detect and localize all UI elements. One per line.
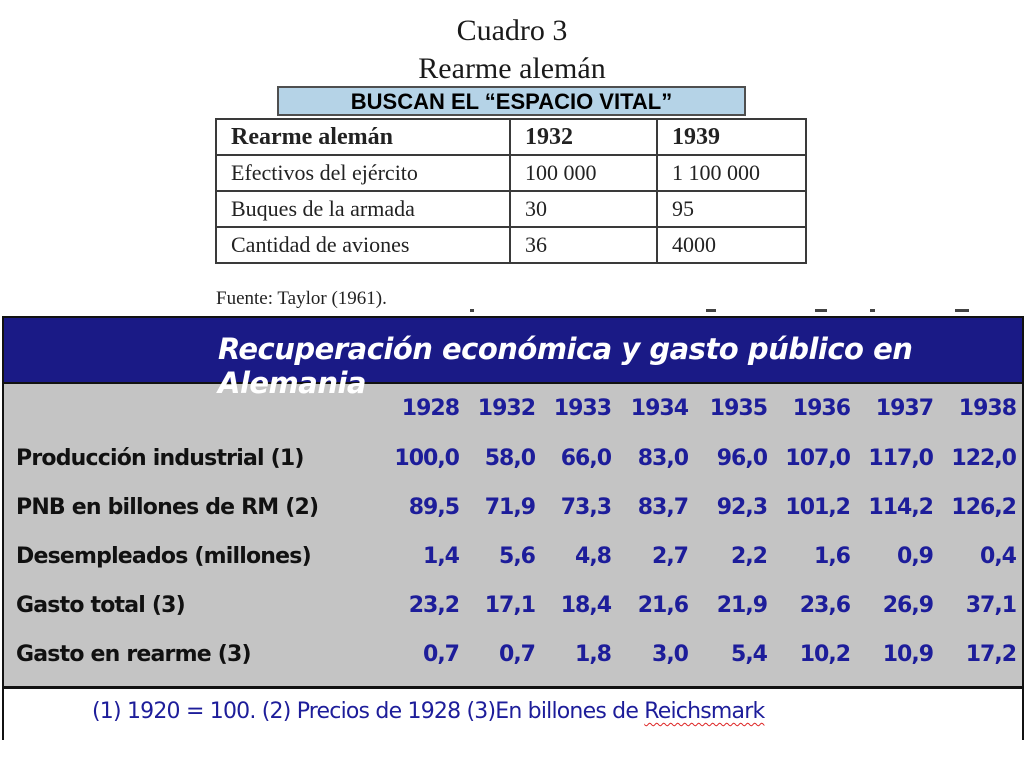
scan-artifact <box>955 309 969 312</box>
table-cell: 92,3 <box>716 495 768 520</box>
year-header: 1937 <box>875 396 934 421</box>
scan-artifact <box>706 309 716 312</box>
table-cell: 66,0 <box>560 446 612 471</box>
espacio-vital-banner: BUSCAN EL “ESPACIO VITAL” <box>277 86 746 116</box>
table-cell: 96,0 <box>716 446 768 471</box>
table-cell: 73,3 <box>560 495 612 520</box>
scan-artifact <box>470 309 474 312</box>
row-label: Producción industrial (1) <box>16 446 304 471</box>
table-cell: 117,0 <box>868 446 934 471</box>
table-cell: 107,0 <box>785 446 851 471</box>
footnote: (1) 1920 = 100. (2) Precios de 1928 (3)E… <box>92 699 765 724</box>
economic-table: Recuperación económica y gasto público e… <box>2 316 1024 741</box>
table-cell: 89,5 <box>408 495 460 520</box>
table-cell: 100,0 <box>394 446 460 471</box>
economic-table-header: Recuperación económica y gasto público e… <box>4 318 1022 400</box>
year-header: 1932 <box>477 396 536 421</box>
table-cell: 1,6 <box>814 544 851 569</box>
rearme-table: Rearme alemán 1932 1939 Efectivos del ej… <box>215 118 807 264</box>
rearme-cell: 100 000 <box>509 154 658 192</box>
table-cell: 101,2 <box>785 495 851 520</box>
table-cell: 1,8 <box>575 642 612 667</box>
table-cell: 21,9 <box>716 593 768 618</box>
year-header: 1935 <box>709 396 768 421</box>
table-cell: 58,0 <box>484 446 536 471</box>
table-cell: 0,9 <box>897 544 934 569</box>
rearme-cell: Cantidad de aviones <box>215 226 511 264</box>
table-cell: 17,1 <box>484 593 536 618</box>
year-header: 1928 <box>401 396 460 421</box>
rearme-cell: Efectivos del ejército <box>215 154 511 192</box>
rearme-cell: Buques de la armada <box>215 190 511 228</box>
table-cell: 10,9 <box>882 642 934 667</box>
row-label: Gasto en rearme (3) <box>16 642 252 667</box>
scan-artifact <box>815 309 827 312</box>
table-cell: 37,1 <box>965 593 1017 618</box>
footnote-bar: (1) 1920 = 100. (2) Precios de 1928 (3)E… <box>4 686 1022 741</box>
table-cell: 21,6 <box>637 593 689 618</box>
rearme-header-cell: 1939 <box>656 118 807 156</box>
table-cell: 23,6 <box>799 593 851 618</box>
footnote-reichsmark: Reichsmark <box>644 699 765 724</box>
footnote-text: (1) 1920 = 100. (2) Precios de 1928 (3)E… <box>92 699 645 724</box>
table-cell: 17,2 <box>965 642 1017 667</box>
table-cell: 0,7 <box>423 642 460 667</box>
table-row: Buques de la armada 30 95 <box>215 190 807 228</box>
table-cell: 83,7 <box>637 495 689 520</box>
table-cell: 1,4 <box>423 544 460 569</box>
rearme-cell: 95 <box>656 190 807 228</box>
row-label: Gasto total (3) <box>16 593 186 618</box>
table-cell: 26,9 <box>882 593 934 618</box>
rearme-cell: 1 100 000 <box>656 154 807 192</box>
table-row: Efectivos del ejército 100 000 1 100 000 <box>215 154 807 192</box>
rearme-cell: 36 <box>509 226 658 264</box>
source-note: Fuente: Taylor (1961). <box>216 288 387 309</box>
rearme-header-cell: 1932 <box>509 118 658 156</box>
row-label: Desempleados (millones) <box>16 544 312 569</box>
table-cell: 5,4 <box>731 642 768 667</box>
table-cell: 3,0 <box>652 642 689 667</box>
rearme-header-cell: Rearme alemán <box>215 118 511 156</box>
table-cell: 71,9 <box>484 495 536 520</box>
year-header: 1933 <box>553 396 612 421</box>
table-cell: 83,0 <box>637 446 689 471</box>
table-cell: 2,7 <box>652 544 689 569</box>
cuadro-title: Cuadro 3 <box>456 14 568 47</box>
table-cell: 114,2 <box>868 495 934 520</box>
table-row: Cantidad de aviones 36 4000 <box>215 226 807 264</box>
rearme-header-row: Rearme alemán 1932 1939 <box>215 118 807 156</box>
table-cell: 5,6 <box>499 544 536 569</box>
table-cell: 126,2 <box>951 495 1017 520</box>
table-cell: 122,0 <box>951 446 1017 471</box>
row-label: PNB en billones de RM (2) <box>16 495 319 520</box>
year-header: 1936 <box>792 396 851 421</box>
table-cell: 18,4 <box>560 593 612 618</box>
table-cell: 4,8 <box>575 544 612 569</box>
table-cell: 23,2 <box>408 593 460 618</box>
scan-artifact <box>870 309 875 312</box>
table-cell: 0,4 <box>980 544 1017 569</box>
rearme-cell: 30 <box>509 190 658 228</box>
table-cell: 2,2 <box>731 544 768 569</box>
year-header: 1938 <box>958 396 1017 421</box>
cuadro-subtitle: Rearme alemán <box>418 52 606 85</box>
year-header: 1934 <box>630 396 689 421</box>
rearme-cell: 4000 <box>656 226 807 264</box>
table-cell: 10,2 <box>799 642 851 667</box>
table-cell: 0,7 <box>499 642 536 667</box>
economic-table-title: Recuperación económica y gasto público e… <box>218 332 913 400</box>
